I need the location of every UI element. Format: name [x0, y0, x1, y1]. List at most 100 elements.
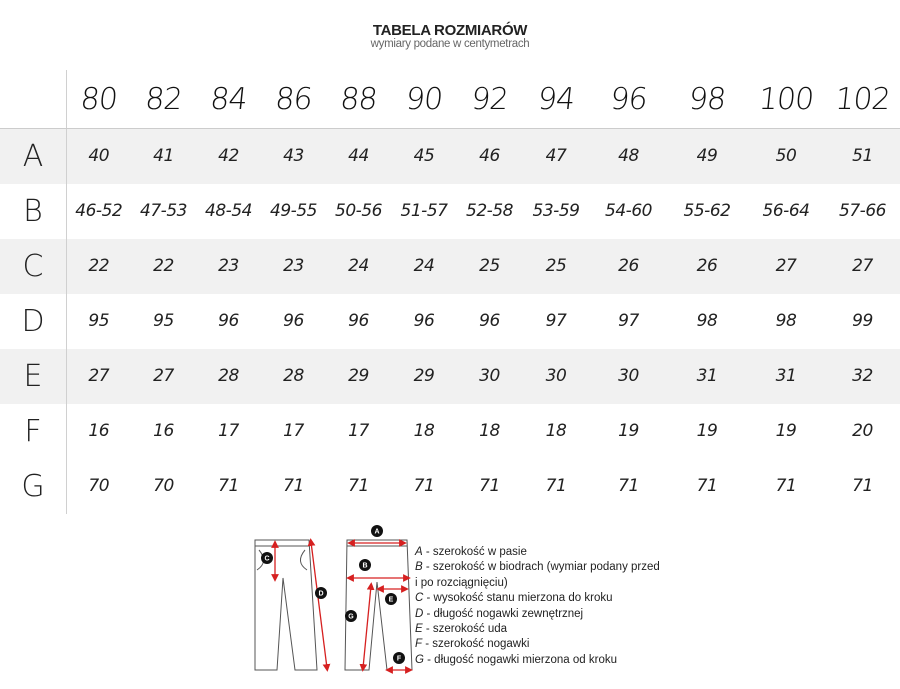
- legend-description: - szerokość w biodrach (wymiar podany pr…: [422, 561, 660, 574]
- table-cell: 50: [775, 146, 797, 167]
- table-cell: 57-66: [839, 201, 886, 221]
- table-cell: 55-62: [683, 201, 731, 221]
- table-cell: 56-64: [762, 201, 810, 221]
- size-column-header: 100: [743, 70, 829, 129]
- table-cell: 27: [852, 256, 873, 276]
- table-cell: 46: [479, 146, 500, 167]
- pants-measurement-diagram: A B C D E F G: [254, 525, 413, 674]
- svg-text:A: A: [374, 529, 379, 536]
- legend: A - szerokość w pasie B - szerokość w bio…: [415, 545, 660, 668]
- table-cell: 51-57: [400, 201, 448, 221]
- row-label: F: [0, 403, 67, 459]
- marker-b-icon: B: [359, 559, 371, 571]
- legend-item: E - szerokość uda: [415, 622, 660, 637]
- legend-item: F - szerokość nogawki: [415, 637, 660, 652]
- marker-g-icon: G: [345, 610, 357, 622]
- legend-key: G: [415, 653, 424, 666]
- table-cell: 29: [348, 366, 369, 386]
- legend-item: i po rozciągnięciu): [415, 576, 660, 591]
- svg-text:D: D: [318, 591, 323, 598]
- table-cell: 31: [775, 366, 797, 386]
- svg-text:F: F: [397, 656, 402, 663]
- table-cell: 29: [413, 366, 435, 386]
- table-cell: 98: [775, 311, 797, 331]
- table-row: E 27 27 28 28 29 29 30 30 30 31 31 32: [0, 348, 900, 404]
- table-row: G 70 70 71 71 71 71 71 71 71 71 71 71: [0, 458, 900, 514]
- legend-description: - szerokość uda: [422, 623, 508, 636]
- table-cell: 17: [283, 421, 304, 441]
- table-cell: 20: [852, 421, 873, 441]
- table-cell: 25: [545, 256, 567, 276]
- table-cell: 27: [88, 366, 110, 386]
- marker-f-icon: F: [393, 652, 405, 664]
- page-title: TABELA ROZMIARÓW: [372, 22, 528, 39]
- table-cell: 47-53: [140, 201, 187, 221]
- table-cell: 17: [348, 421, 369, 441]
- legend-item: A - szerokość w pasie: [415, 545, 660, 560]
- marker-a-icon: A: [371, 525, 383, 537]
- svg-text:G: G: [348, 614, 354, 621]
- table-cell: 18: [545, 421, 567, 441]
- table-cell: 16: [88, 421, 110, 441]
- table-cell: 95: [153, 311, 174, 331]
- table-cell: 31: [696, 366, 718, 386]
- svg-text:B: B: [362, 563, 367, 570]
- table-row: D 95 95 96 96 96 96 96 97 97 98 98 99: [0, 293, 900, 349]
- table-cell: 18: [479, 421, 500, 441]
- table-cell: 25: [479, 256, 500, 276]
- measurement-arrows: [271, 538, 413, 674]
- table-cell: 48-54: [205, 201, 252, 221]
- legend-key: C: [415, 592, 424, 605]
- table-cell: 17: [218, 421, 239, 441]
- table-cell: 48: [618, 146, 639, 167]
- table-cell: 27: [153, 366, 174, 386]
- size-column-header: 102: [821, 70, 900, 129]
- legend-key: D: [415, 607, 424, 620]
- table-cell: 22: [88, 256, 110, 276]
- row-label: D: [0, 293, 67, 349]
- table-cell: 30: [479, 366, 500, 386]
- table-cell: 42: [218, 146, 239, 167]
- table-cell: 23: [283, 256, 304, 276]
- table-cell: 24: [348, 256, 369, 276]
- marker-e-icon: E: [385, 593, 397, 605]
- table-cell: 97: [545, 311, 567, 331]
- table-cell: 46-52: [75, 201, 123, 221]
- size-column-header: 94: [518, 70, 594, 129]
- size-table: 80 82 84 86 88 90 92 94 96 98 100 102 A 40 41 42 43 44 45…: [0, 70, 900, 514]
- table-cell: 47: [545, 146, 567, 167]
- table-cell: 19: [618, 421, 639, 441]
- row-label: E: [0, 348, 67, 404]
- table-cell: 28: [283, 366, 304, 386]
- legend-item: D - długość nogawki zewnętrznej: [415, 607, 660, 622]
- table-row: A 40 41 42 43 44 45 46 47 48 49 50 51: [0, 128, 900, 184]
- table-cell: 44: [348, 146, 369, 167]
- table-cell: 96: [348, 311, 369, 331]
- table-cell: 49: [696, 146, 718, 167]
- legend-item: B - szerokość w biodrach (wymiar podany …: [415, 560, 660, 575]
- table-cell: 41: [153, 146, 174, 167]
- table-cell: 70: [88, 476, 110, 496]
- table-row: C 22 22 23 23 24 24 25 25 26 26 27 27: [0, 238, 900, 294]
- table-cell: 71: [479, 476, 500, 496]
- table-cell: 70: [153, 476, 174, 496]
- table-cell: 71: [618, 476, 639, 496]
- legend-key: A: [415, 546, 423, 558]
- table-cell: 27: [775, 256, 797, 276]
- table-row: B 46-52 47-53 48-54 49-55 50-56 51-57 52-58 53-5…: [0, 183, 900, 239]
- table-cell: 45: [413, 146, 435, 167]
- size-column-header: 88: [322, 70, 395, 129]
- size-column-header: 80: [62, 70, 135, 129]
- table-cell: 54-60: [605, 201, 652, 221]
- size-column-header: 86: [257, 70, 330, 129]
- table-cell: 50-56: [335, 201, 382, 221]
- row-label: G: [0, 458, 67, 514]
- legend-key: E: [415, 623, 423, 636]
- table-cell: 96: [283, 311, 304, 331]
- table-cell: 98: [696, 311, 718, 331]
- table-cell: 28: [218, 366, 239, 386]
- row-label: A: [0, 128, 67, 184]
- table-cell: 30: [618, 366, 639, 386]
- table-cell: 26: [618, 256, 639, 276]
- table-cell: 30: [545, 366, 567, 386]
